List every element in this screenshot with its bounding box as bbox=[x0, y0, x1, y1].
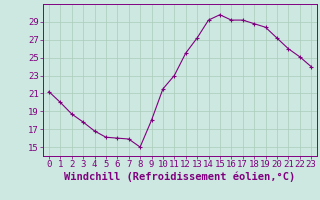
X-axis label: Windchill (Refroidissement éolien,°C): Windchill (Refroidissement éolien,°C) bbox=[64, 172, 296, 182]
